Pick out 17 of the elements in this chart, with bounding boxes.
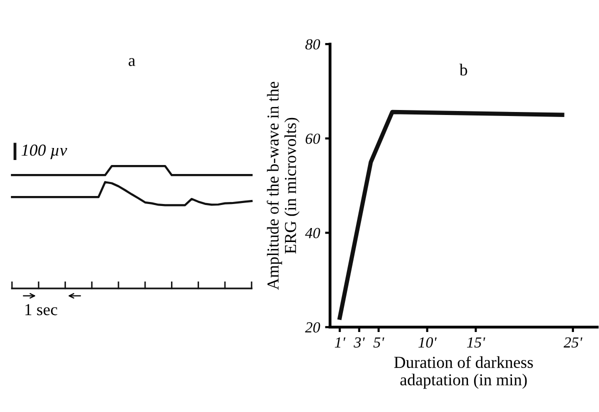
line-series (338, 110, 564, 320)
text: b (459, 64, 468, 76)
y-axis-title: Amplitude of the b-wave in the ERG (in microvolts) (266, 82, 300, 290)
y-tick-label: 40 (305, 228, 320, 238)
x-tick-label: 1' (334, 337, 346, 348)
text: 100 µv (22, 144, 68, 160)
x-tick-label: 10' (418, 337, 437, 348)
chart-title: a (128, 58, 136, 66)
x-tick-label: 3' (354, 337, 365, 348)
x-axis-title: Duration of darkness adaptation (in min) (394, 356, 533, 389)
y-tick-label: 80 (305, 39, 320, 50)
x-tick-label: 25' (564, 337, 582, 348)
x-tick-label: 15' (467, 337, 486, 348)
y-tick-label: 20 (305, 322, 320, 333)
text: 1 sec (25, 304, 58, 316)
x-tick-label: 5' (373, 337, 384, 348)
y-tick-label: 60 (306, 134, 320, 144)
